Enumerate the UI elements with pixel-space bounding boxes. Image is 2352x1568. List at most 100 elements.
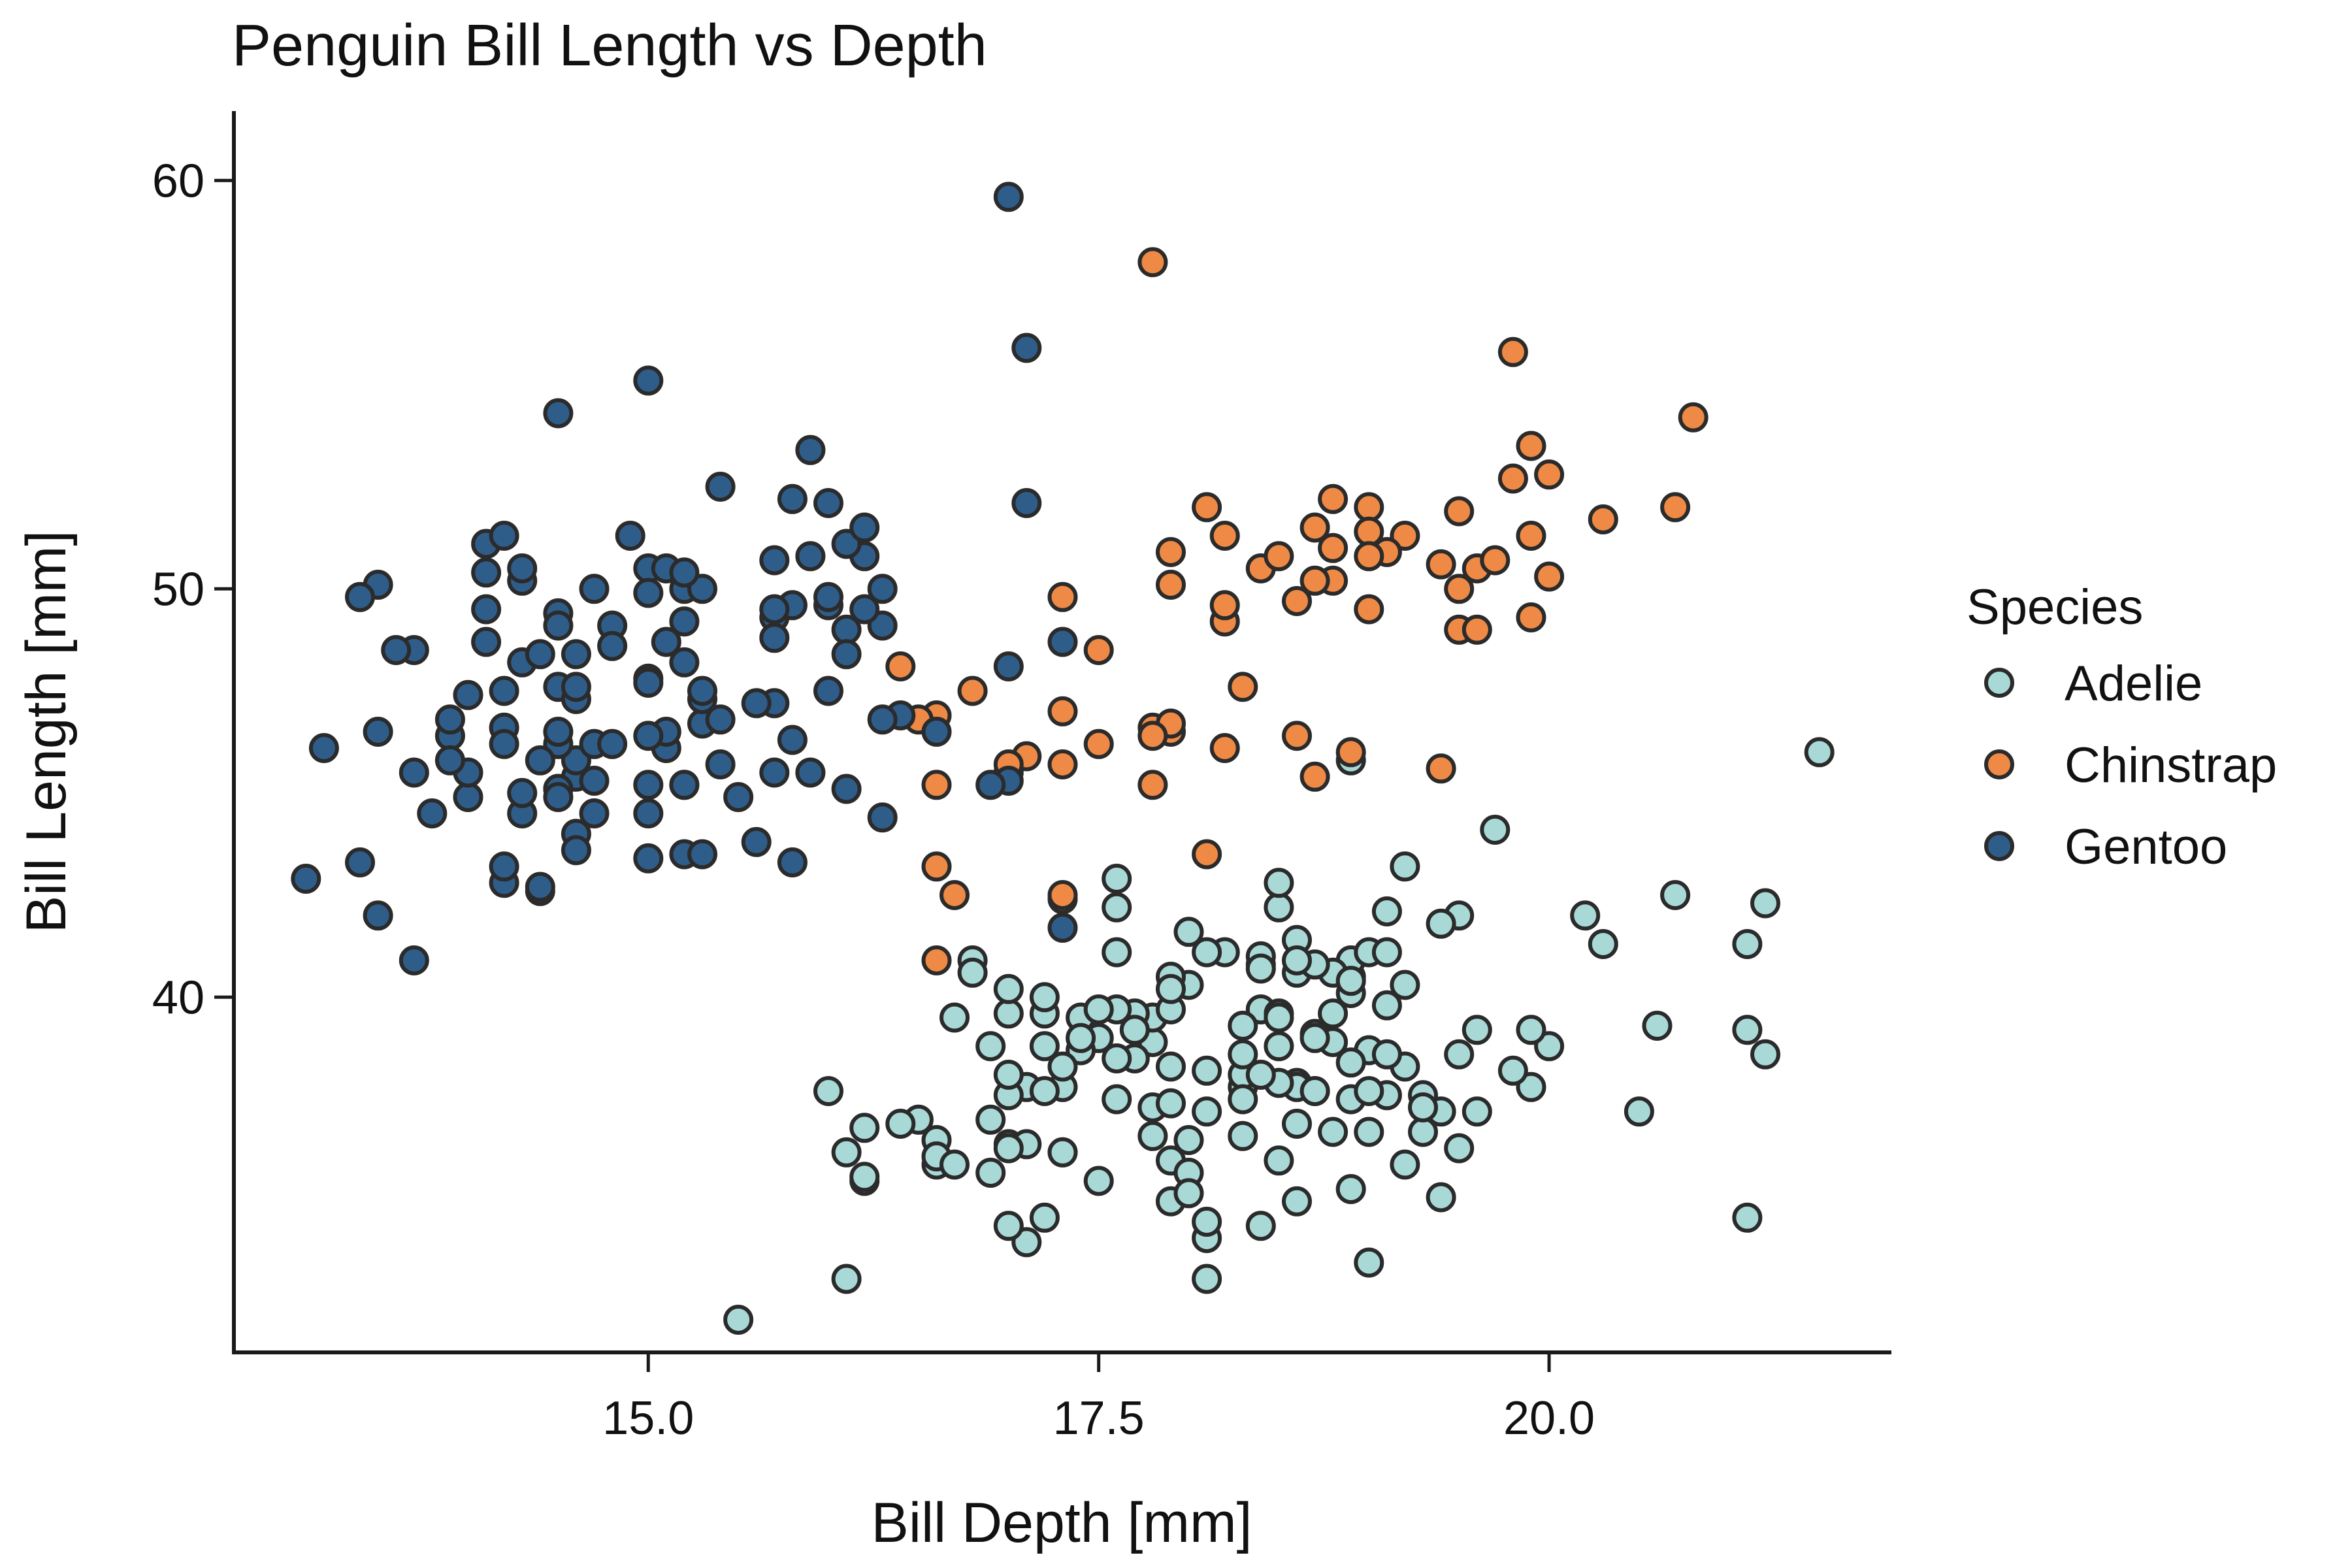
point-adelie — [1192, 1264, 1222, 1294]
point-adelie — [1371, 937, 1402, 968]
point-gentoo — [705, 472, 736, 502]
point-gentoo — [759, 545, 790, 576]
point-gentoo — [434, 704, 465, 735]
legend-marker-gentoo — [1984, 831, 2014, 861]
point-adelie — [1029, 1202, 1060, 1233]
point-adelie — [1390, 970, 1420, 1000]
point-gentoo — [867, 802, 898, 833]
point-gentoo — [525, 872, 555, 902]
point-chinstrap — [1209, 521, 1240, 551]
point-adelie — [1228, 1011, 1258, 1041]
point-adelie — [1462, 1096, 1492, 1127]
point-gentoo — [795, 757, 826, 788]
point-adelie — [1426, 1182, 1456, 1213]
point-adelie — [1228, 1120, 1258, 1151]
point-chinstrap — [1426, 753, 1456, 784]
point-chinstrap — [1137, 247, 1168, 278]
point-adelie — [993, 973, 1024, 1004]
legend-title: Species — [1967, 580, 2143, 635]
legend-label-chinstrap: Chinstrap — [2065, 738, 2277, 793]
point-adelie — [1156, 1088, 1186, 1119]
point-gentoo — [507, 777, 538, 808]
point-gentoo — [633, 365, 664, 396]
point-adelie — [1245, 953, 1276, 984]
point-chinstrap — [939, 880, 970, 910]
point-gentoo — [687, 574, 717, 604]
y-axis-ticks: 40 50 60 — [152, 155, 234, 1024]
point-adelie — [993, 1133, 1024, 1164]
point-gentoo — [543, 398, 574, 429]
point-adelie — [1137, 1120, 1168, 1151]
point-adelie — [1264, 1002, 1294, 1033]
point-gentoo — [399, 757, 429, 788]
point-adelie — [1390, 851, 1420, 882]
point-chinstrap — [1516, 431, 1546, 461]
point-chinstrap — [1390, 521, 1420, 551]
point-gentoo — [867, 574, 898, 604]
point-adelie — [1497, 1055, 1528, 1086]
point-adelie — [1029, 982, 1060, 1013]
point-gentoo — [993, 651, 1024, 681]
point-gentoo — [489, 728, 519, 759]
point-adelie — [939, 1002, 970, 1033]
point-gentoo — [633, 798, 664, 828]
point-gentoo — [849, 512, 880, 543]
point-adelie — [993, 998, 1024, 1029]
point-gentoo — [921, 717, 952, 747]
point-gentoo — [633, 721, 664, 751]
point-gentoo — [669, 770, 700, 800]
point-gentoo — [417, 798, 448, 828]
point-gentoo — [831, 774, 862, 804]
y-axis-label: Bill Length [mm] — [15, 531, 78, 934]
x-tick-label: 15.0 — [602, 1392, 694, 1445]
point-gentoo — [453, 679, 483, 710]
point-adelie — [1047, 1137, 1078, 1168]
point-adelie — [1371, 990, 1402, 1021]
point-chinstrap — [1047, 581, 1078, 612]
point-gentoo — [381, 635, 412, 665]
point-adelie — [1480, 815, 1511, 845]
point-adelie — [1335, 1047, 1366, 1078]
point-chinstrap — [1354, 541, 1384, 572]
y-tick-label: 40 — [152, 972, 204, 1024]
point-chinstrap — [1299, 565, 1330, 596]
point-gentoo — [633, 770, 664, 800]
point-adelie — [1282, 1109, 1312, 1139]
point-chinstrap — [1462, 614, 1492, 645]
point-adelie — [975, 1158, 1006, 1188]
point-gentoo — [543, 717, 574, 747]
point-adelie — [1516, 1071, 1546, 1102]
point-gentoo — [867, 704, 898, 735]
point-adelie — [939, 1149, 970, 1180]
point-adelie — [1299, 1076, 1330, 1106]
point-adelie — [1371, 1039, 1402, 1070]
point-adelie — [1264, 892, 1294, 923]
point-gentoo — [561, 745, 591, 776]
point-adelie — [1660, 880, 1691, 910]
point-gentoo — [1047, 913, 1078, 943]
legend-label-gentoo: Gentoo — [2065, 819, 2227, 875]
point-adelie — [1335, 1174, 1366, 1204]
point-chinstrap — [1354, 516, 1384, 547]
point-gentoo — [308, 733, 339, 763]
point-adelie — [1192, 1207, 1222, 1237]
point-gentoo — [525, 639, 555, 670]
point-gentoo — [561, 639, 591, 670]
point-chinstrap — [1318, 483, 1348, 514]
point-adelie — [1011, 1227, 1042, 1258]
point-adelie — [1426, 908, 1456, 939]
point-gentoo — [687, 839, 717, 870]
point-chinstrap — [1444, 574, 1475, 604]
point-chinstrap — [1354, 594, 1384, 625]
point-gentoo — [434, 745, 465, 776]
point-adelie — [1642, 1011, 1673, 1041]
point-chinstrap — [1426, 549, 1456, 580]
legend: Species Adelie Chinstrap Gentoo — [1967, 580, 2277, 875]
point-gentoo — [363, 900, 393, 931]
point-gentoo — [561, 835, 591, 866]
point-adelie — [1299, 1022, 1330, 1053]
point-adelie — [849, 1162, 880, 1192]
point-adelie — [1173, 917, 1204, 947]
point-adelie — [1173, 1178, 1204, 1209]
